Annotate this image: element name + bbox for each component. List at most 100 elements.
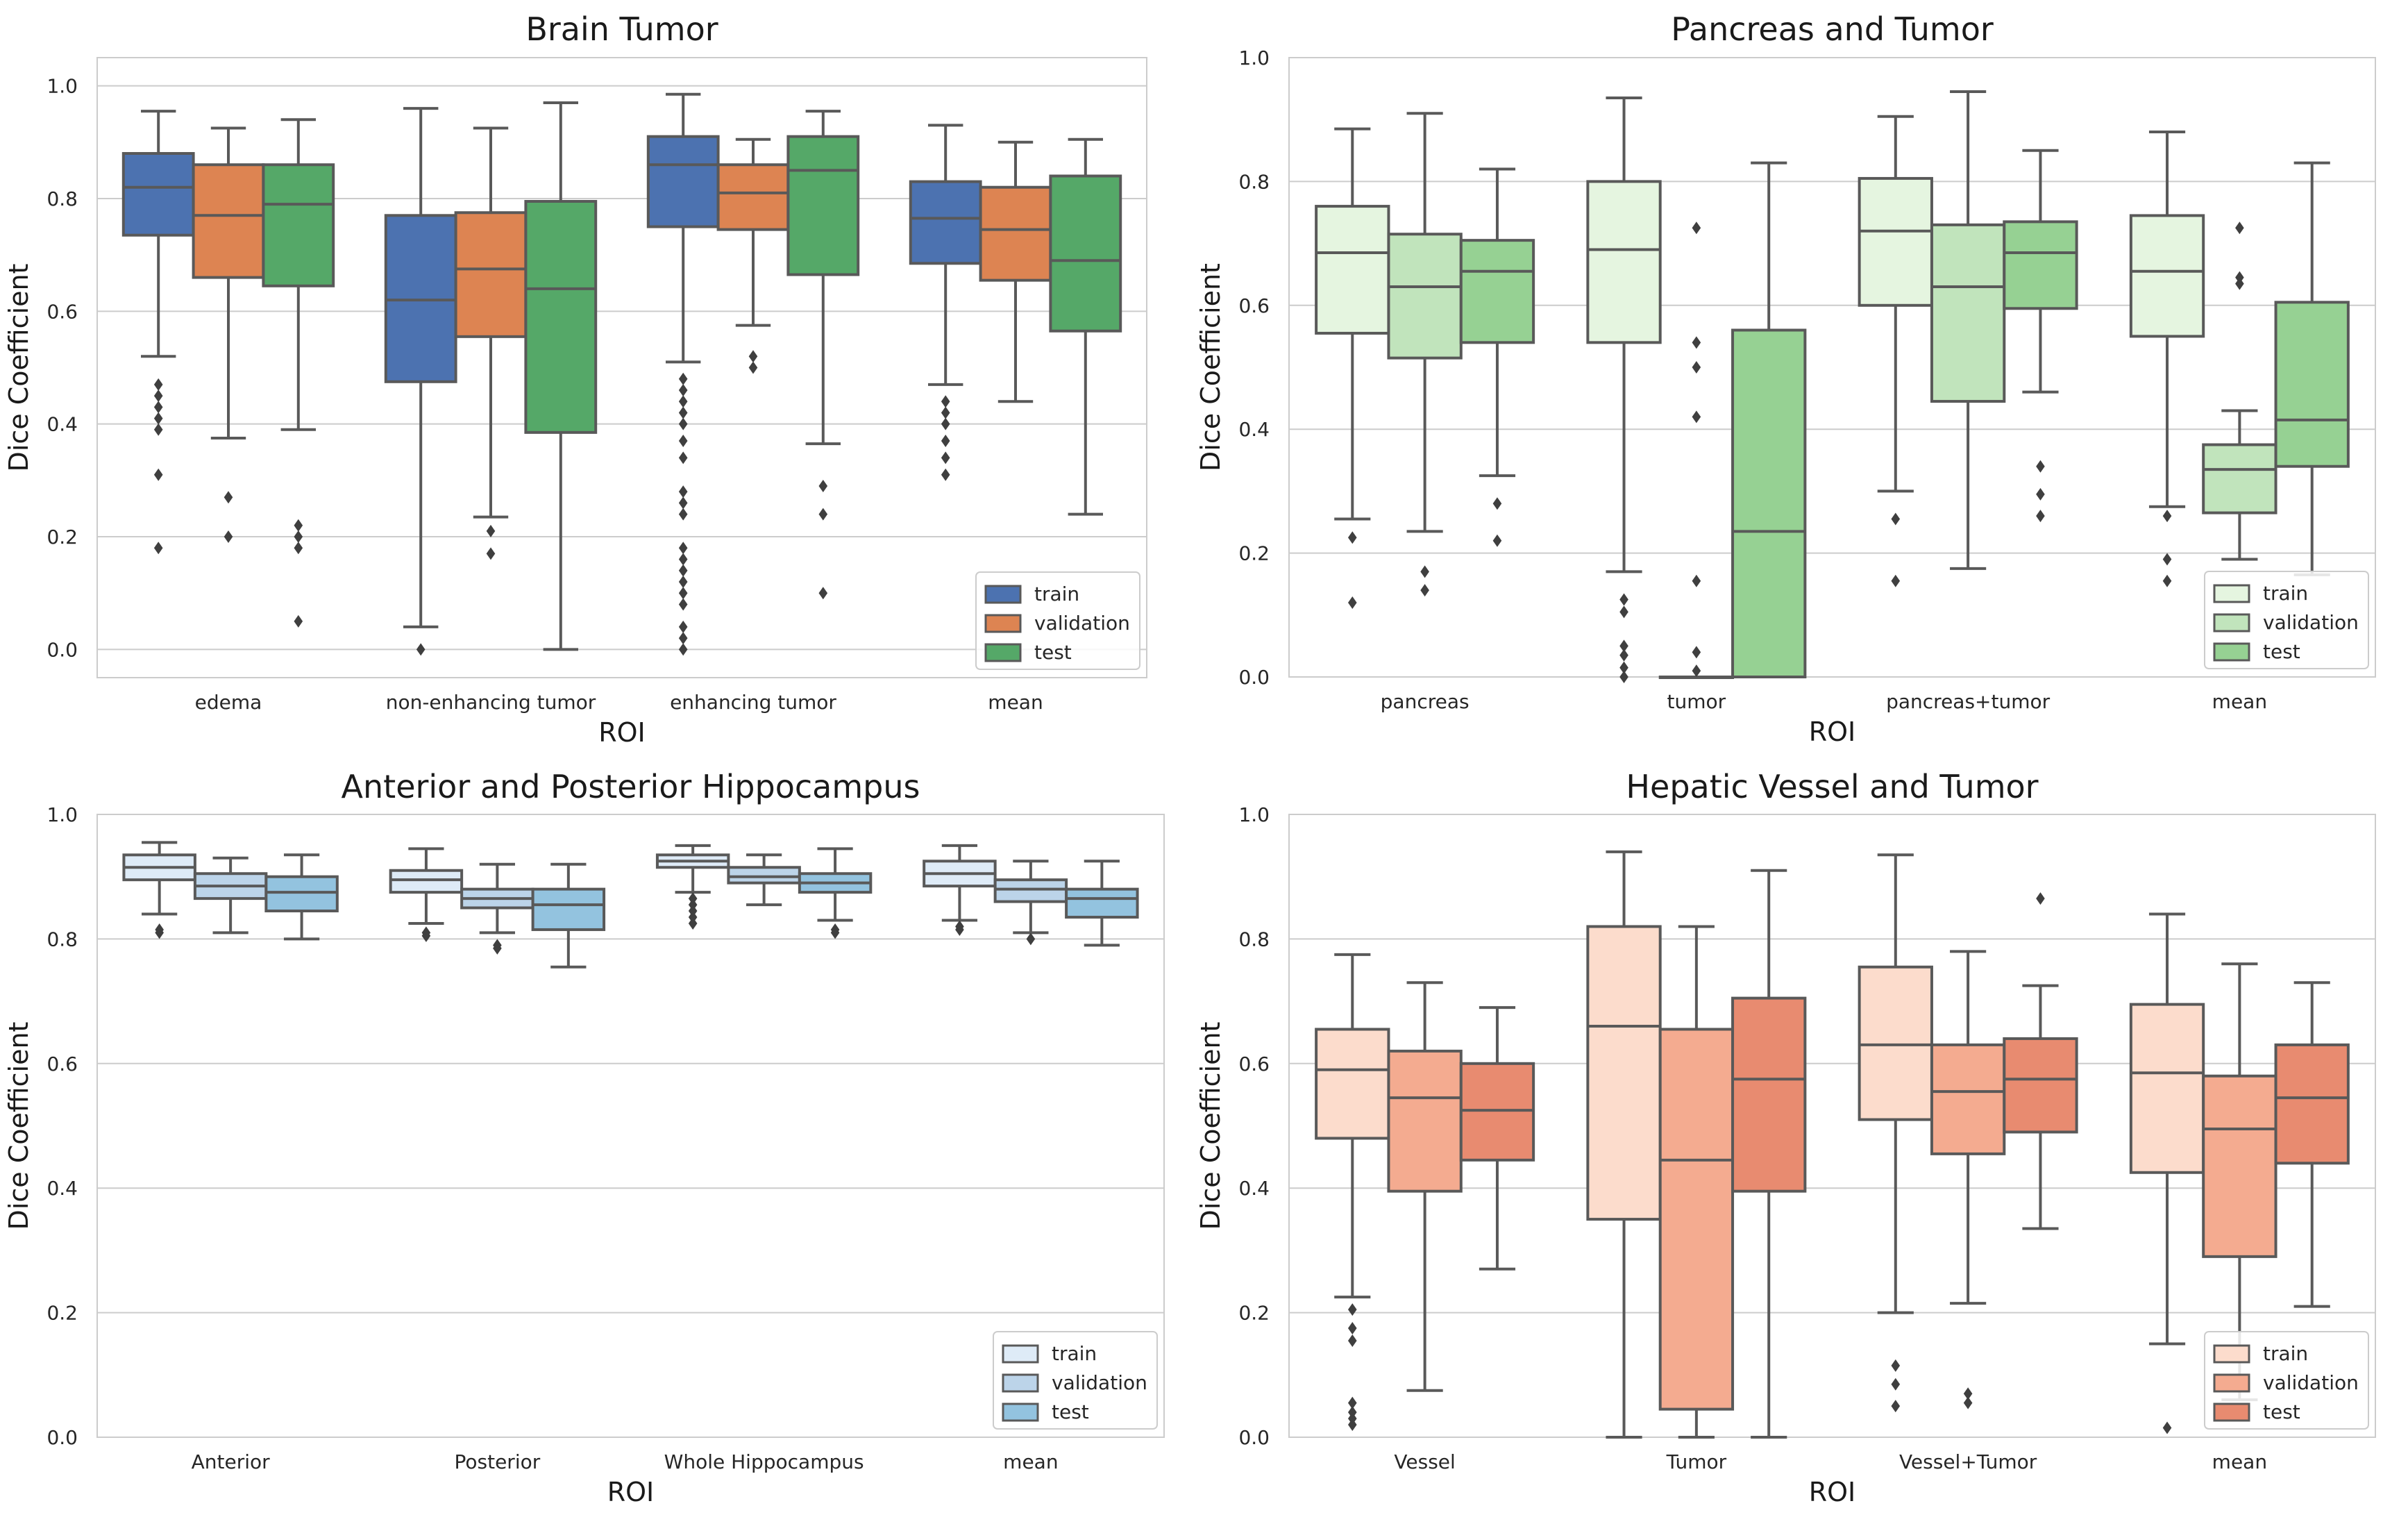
hepatic-vessel-and-tumor-chart: 0.0 0.2 0.4 0.6 0.8 1.0 Vessel Tumor Vessel+Tumo… xyxy=(1195,768,2376,1507)
box-test xyxy=(524,200,598,434)
x-tick-label: mean xyxy=(2212,1450,2267,1473)
box-test xyxy=(786,135,860,276)
y-tick-label: 0.6 xyxy=(47,300,78,323)
x-tick-label: edema xyxy=(195,691,262,714)
x-tick-label: non-enhancing tumor xyxy=(386,691,596,714)
outlier-point xyxy=(818,479,828,492)
y-tick-label: 1.0 xyxy=(47,75,78,98)
box-validation xyxy=(1387,1049,1463,1193)
outlier-point xyxy=(153,390,163,403)
legend-swatch-validation xyxy=(1002,1373,1039,1393)
outlier-point xyxy=(224,530,233,544)
y-tick-label: 0.2 xyxy=(1238,542,1270,565)
x-tick-label: pancreas+tumor xyxy=(1886,690,2051,713)
y-tick-label: 0.0 xyxy=(1238,666,1270,689)
outlier-point xyxy=(1692,646,1701,659)
x-tick-label: Vessel xyxy=(1394,1450,1455,1473)
x-tick-label: tumor xyxy=(1667,690,1726,713)
box-test xyxy=(1459,1062,1535,1162)
outlier-point xyxy=(2235,221,2244,235)
outlier-point xyxy=(818,587,828,600)
x-tick-label: enhancing tumor xyxy=(670,691,836,714)
pancreas-and-tumor-chart: 0.0 0.2 0.4 0.6 0.8 1.0 pancreas tumor pancreas+… xyxy=(1195,10,2376,747)
outlier-point xyxy=(678,575,688,588)
box-train xyxy=(1858,176,1933,307)
y-tick-label: 0.8 xyxy=(1238,170,1270,193)
legend-label: validation xyxy=(2263,611,2359,634)
legend-swatch-train xyxy=(1002,1344,1039,1364)
box-test xyxy=(531,887,606,931)
outlier-point xyxy=(818,508,828,521)
legend-label: train xyxy=(2263,1342,2308,1365)
box-validation xyxy=(1930,1043,2006,1155)
box-validation xyxy=(2202,443,2278,514)
outlier-point xyxy=(678,485,688,499)
outlier-point xyxy=(224,491,233,504)
outlier-point xyxy=(678,564,688,577)
legend-label: train xyxy=(1052,1342,1097,1365)
legend-swatch-train xyxy=(2213,1344,2250,1364)
y-tick-label: 0.0 xyxy=(47,1426,78,1449)
outlier-point xyxy=(678,372,688,385)
y-tick-label: 0.6 xyxy=(47,1053,78,1075)
box-test xyxy=(264,875,339,913)
outlier-point xyxy=(486,524,496,537)
chart-title: Brain Tumor xyxy=(525,10,718,48)
legend-swatch-test xyxy=(984,643,1022,662)
outlier-point xyxy=(678,508,688,521)
x-tick-label: Whole Hippocampus xyxy=(664,1450,864,1473)
outlier-point xyxy=(1347,531,1357,544)
outlier-point xyxy=(2235,277,2244,290)
outlier-point xyxy=(1692,336,1701,349)
legend-label: test xyxy=(1052,1400,1089,1423)
box-validation xyxy=(2202,1074,2278,1258)
outlier-point xyxy=(1692,664,1701,678)
x-tick-label: Vessel+Tumor xyxy=(1899,1450,2037,1473)
y-tick-label: 0.0 xyxy=(47,638,78,661)
outlier-point xyxy=(678,435,688,448)
x-tick-label: mean xyxy=(2212,690,2267,713)
box-validation xyxy=(454,211,528,338)
y-axis-label: Dice Coefficient xyxy=(1195,1022,1226,1230)
box-train xyxy=(384,214,457,383)
plot-area xyxy=(96,57,1147,678)
outlier-point xyxy=(941,395,950,408)
outlier-point xyxy=(678,632,688,645)
y-tick-label: 0.4 xyxy=(47,1177,78,1200)
box-test xyxy=(1459,239,1535,344)
x-axis-label: ROI xyxy=(598,717,646,748)
x-tick-label: pancreas xyxy=(1381,690,1470,713)
legend-label: test xyxy=(2263,640,2300,663)
box-test xyxy=(1731,328,1807,678)
box-test xyxy=(2003,1037,2078,1134)
box-validation xyxy=(716,163,790,231)
y-tick-label: 0.4 xyxy=(1238,418,1270,441)
y-tick-label: 0.6 xyxy=(1238,294,1270,317)
outlier-point xyxy=(1347,1334,1357,1347)
legend-swatch-validation xyxy=(2213,613,2250,633)
y-tick-label: 1.0 xyxy=(47,803,78,826)
outlier-point xyxy=(941,406,950,419)
legend-label: validation xyxy=(1034,612,1130,635)
y-tick-label: 0.2 xyxy=(47,526,78,549)
legend-label: validation xyxy=(2263,1371,2359,1394)
box-validation xyxy=(727,866,801,885)
y-tick-label: 0.2 xyxy=(47,1302,78,1325)
outlier-point xyxy=(678,643,688,656)
x-tick-label: Anterior xyxy=(192,1450,271,1473)
legend-swatch-test xyxy=(2213,642,2250,662)
plot-area xyxy=(96,814,1165,1438)
box-test xyxy=(2274,1043,2350,1165)
y-tick-label: 1.0 xyxy=(1238,47,1270,69)
box-validation xyxy=(993,878,1068,903)
box-test xyxy=(2003,220,2078,310)
outlier-point xyxy=(678,395,688,408)
outlier-point xyxy=(153,468,163,481)
outlier-point xyxy=(294,519,303,532)
y-tick-label: 0.8 xyxy=(47,928,78,951)
outlier-point xyxy=(941,468,950,481)
outlier-point xyxy=(153,542,163,555)
box-train xyxy=(1586,925,1662,1221)
y-tick-label: 0.2 xyxy=(1238,1302,1270,1325)
